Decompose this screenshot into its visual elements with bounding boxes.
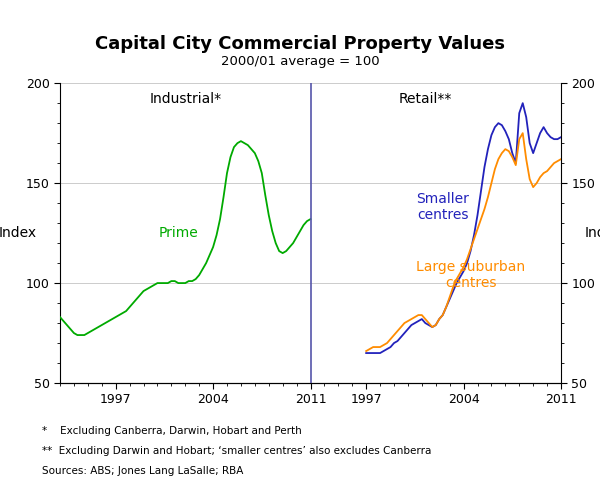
Text: Index: Index <box>584 226 600 240</box>
Text: Capital City Commercial Property Values: Capital City Commercial Property Values <box>95 35 505 53</box>
Text: Large suburban
centres: Large suburban centres <box>416 260 525 290</box>
Text: Smaller
centres: Smaller centres <box>416 192 469 222</box>
Text: Retail**: Retail** <box>399 92 452 106</box>
Text: **  Excluding Darwin and Hobart; ‘smaller centres’ also excludes Canberra: ** Excluding Darwin and Hobart; ‘smaller… <box>42 446 431 456</box>
Text: Industrial*: Industrial* <box>149 92 221 106</box>
Text: Index: Index <box>0 226 37 240</box>
Text: Sources: ABS; Jones Lang LaSalle; RBA: Sources: ABS; Jones Lang LaSalle; RBA <box>42 466 244 476</box>
Text: 2000/01 average = 100: 2000/01 average = 100 <box>221 54 379 68</box>
Text: Prime: Prime <box>158 226 198 240</box>
Text: *    Excluding Canberra, Darwin, Hobart and Perth: * Excluding Canberra, Darwin, Hobart and… <box>42 426 302 436</box>
